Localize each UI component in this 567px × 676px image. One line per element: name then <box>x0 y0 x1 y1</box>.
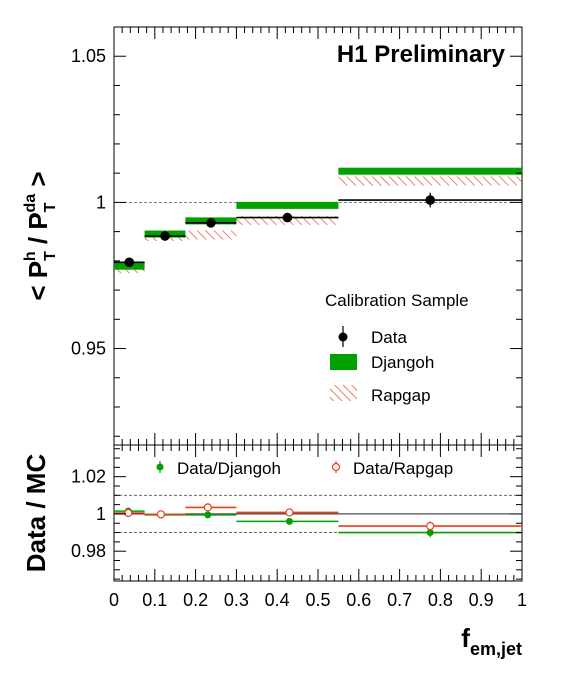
data-series <box>114 192 522 268</box>
main-ytick-label-2: 1.05 <box>71 46 106 66</box>
x-tick-label-0: 0 <box>109 590 119 610</box>
ratio-ytick-label-1: 1 <box>96 504 106 524</box>
rapgap-series <box>114 176 522 274</box>
x-tick-label-9: 0.9 <box>469 590 494 610</box>
main-ytick-label-1: 1 <box>96 192 106 212</box>
ratio-y-axis: 0.98 1 1.02 <box>71 448 522 580</box>
x-tick-label-5: 0.5 <box>305 590 330 610</box>
x-tick-label-4: 0.4 <box>265 590 290 610</box>
ratio-rapgap-point-4 <box>426 521 435 531</box>
preliminary-label: H1 Preliminary <box>337 41 506 68</box>
legend-data-label: Data <box>371 328 407 347</box>
x-tick-label-6: 0.6 <box>346 590 371 610</box>
ratio-rapgap-point-0 <box>124 508 133 518</box>
main-panel: 0.95 1 1.05 H1 Preliminary Calibration Sam… <box>71 26 523 446</box>
main-y-axis: 0.95 1 1.05 <box>71 26 522 437</box>
rapgap-band-4 <box>338 176 522 186</box>
main-legend: Calibration Sample Data Djangoh Rapgap <box>325 291 469 405</box>
ratio-ytick-label-0: 0.98 <box>71 541 106 561</box>
ratio-ytick-label-2: 1.02 <box>71 467 106 487</box>
data-point-2 <box>206 218 216 228</box>
x-tick-label-10: 1 <box>517 590 527 610</box>
djangoh-band-3 <box>236 201 339 209</box>
legend-rapgap-swatch <box>330 385 357 401</box>
data-point-0 <box>124 257 135 268</box>
x-tick-label-1: 0.1 <box>142 590 167 610</box>
legend-data-marker <box>338 332 348 342</box>
x-tick-label-3: 0.3 <box>224 590 249 610</box>
rapgap-band-2 <box>185 230 237 240</box>
legend-ratio-djangoh-label: Data/Djangoh <box>177 459 281 478</box>
legend-ratio-djangoh-marker <box>156 463 164 471</box>
ratio-djangoh-point-3 <box>285 517 293 525</box>
djangoh-band-4 <box>338 167 522 175</box>
data-point-4 <box>425 195 436 205</box>
x-tick-label-7: 0.7 <box>387 590 412 610</box>
legend-djangoh-swatch <box>330 354 357 370</box>
data-point-3 <box>282 212 293 223</box>
ratio-rapgap-point-2 <box>203 503 212 512</box>
main-y-axis-title: < PTh / PTda > <box>22 171 59 300</box>
ratio-djangoh-point-4 <box>426 529 434 537</box>
legend-ratio-rapgap-label: Data/Rapgap <box>353 459 453 478</box>
legend-title: Calibration Sample <box>325 291 469 310</box>
x-axis-title: fem,jet <box>461 623 522 659</box>
x-tick-label-2: 0.2 <box>183 590 208 610</box>
ratio-legend: Data/Djangoh Data/Rapgap <box>156 459 453 478</box>
ratio-y-axis-title: Data / MC <box>21 454 51 573</box>
ratio-rapgap-point-3 <box>285 508 294 517</box>
x-tick-label-8: 0.8 <box>428 590 453 610</box>
legend-rapgap-label: Rapgap <box>371 386 431 405</box>
ratio-series <box>114 503 522 538</box>
data-point-1 <box>160 231 170 241</box>
main-ytick-label-0: 0.95 <box>71 339 106 359</box>
legend-ratio-rapgap-marker <box>331 462 341 472</box>
main-x-ticks <box>113 27 523 445</box>
ratio-rapgap-point-1 <box>156 510 166 519</box>
legend-djangoh-label: Djangoh <box>371 353 434 372</box>
ratio-x-axis: 0 0.1 0.2 0.3 0.4 0.5 0.6 0.7 0.8 0.9 1 <box>109 445 527 610</box>
ratio-djangoh-point-2 <box>204 511 212 519</box>
